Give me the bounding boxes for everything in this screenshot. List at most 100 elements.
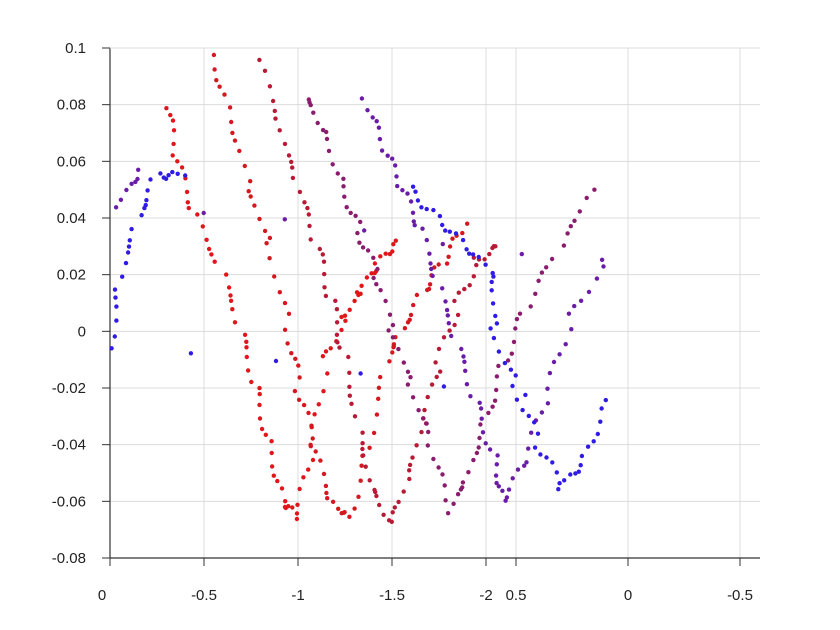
scatter-point [282,141,288,147]
scatter-point [407,468,412,473]
scatter-point [301,402,307,408]
scatter-point [520,407,525,413]
scatter-point [290,505,295,510]
scatter-point [113,205,119,210]
scatter-point [547,370,553,376]
scatter-point [505,358,511,363]
scatter-point [390,335,396,340]
scatter-point [563,342,568,347]
scatter-point [306,467,311,472]
scatter-point [297,486,302,492]
scatter-point [532,445,538,450]
scatter-point [230,307,235,312]
scatter-point [483,262,488,267]
scatter-point [592,187,597,192]
scatter-point [360,430,365,435]
scatter-point [212,67,217,72]
scatter-point [471,255,476,260]
scatter-point [290,165,295,170]
scatter-point [533,291,538,296]
scatter-point [568,472,573,477]
scatter-point [143,202,148,208]
scatter-point [370,115,375,120]
scatter-point [562,478,567,483]
scatter-point [506,487,512,492]
scatter-point [352,414,358,419]
scatter-point [246,189,251,194]
scatter-point [342,510,347,515]
scatter-point [573,471,578,476]
scatter-point [209,252,214,257]
scatter-point [289,351,294,356]
scatter-point [586,289,592,295]
scatter-point [405,369,411,374]
scatter-point [377,136,383,142]
scatter-point [325,371,330,376]
scatter-point [228,293,233,298]
scatter-point [568,224,573,229]
scatter-point [325,496,330,501]
scatter-point [421,416,426,421]
scatter-point [277,128,282,133]
x-tick-label: -1 [291,587,304,604]
scatter-point [389,519,394,524]
scatter-point [467,283,472,288]
scatter-point [374,282,379,287]
scatter-point [430,273,435,279]
scatter-point [341,184,346,189]
scatter-point [297,375,302,380]
scatter-point [374,493,379,499]
scatter-point [217,84,222,89]
scatter-point [474,450,480,456]
scatter-point [434,374,439,380]
scatter-point [354,290,360,295]
scatter-point [232,320,238,325]
scatter-point [362,228,367,233]
scatter-point [293,356,298,361]
scatter-point [572,218,577,223]
scatter-point [557,352,562,357]
scatter-point [453,231,459,236]
scatter-point [252,203,257,208]
scatter-point [377,502,382,508]
scatter-point [184,189,190,195]
scatter-point [166,173,171,178]
scatter-point [539,270,545,275]
scatter-point [510,383,515,389]
scatter-point [455,312,461,318]
scatter-point [496,363,501,369]
scatter-point [378,288,383,293]
scatter-point [408,375,413,380]
scatter-point [322,285,327,290]
scatter-point [322,271,327,277]
scatter-point [171,128,177,133]
scatter-point [510,476,515,481]
scatter-point [595,431,600,437]
scatter-point [514,397,520,402]
scatter-point [279,486,285,491]
scatter-point [349,401,354,406]
y-tick-label: 0.1 [65,40,86,57]
scatter-point [460,480,466,485]
scatter-point [272,274,277,279]
scatter-point [364,275,370,280]
scatter-point [420,226,425,231]
scatter-point [347,514,352,519]
scatter-point [310,436,315,441]
scatter-point [337,345,342,350]
scatter-point [352,298,357,304]
scatter-point [347,384,352,389]
scatter-point [272,108,277,114]
scatter-point [447,229,452,234]
scatter-point [407,462,413,468]
scatter-point [341,176,346,181]
scatter-point [503,498,508,503]
scatter-point [486,410,491,416]
scatter-point [539,410,545,415]
scatter-point [324,490,329,496]
scatter-point [378,374,383,380]
scatter-point [437,213,443,219]
scatter-point [290,175,296,181]
scatter-point [286,504,291,509]
scatter-point [490,404,495,409]
